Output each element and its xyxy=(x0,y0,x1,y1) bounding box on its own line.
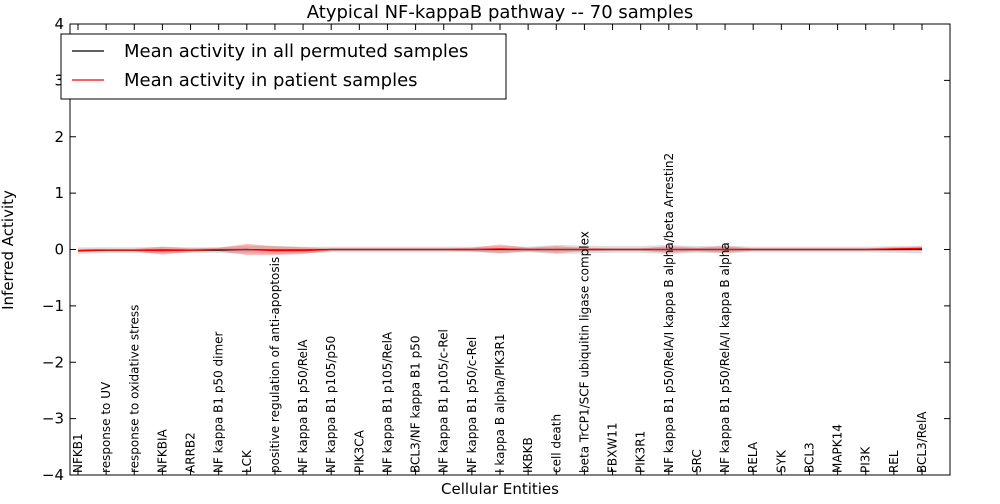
y-tick-label-6: 2 xyxy=(54,128,64,146)
y-axis-label: Inferred Activity xyxy=(0,190,17,310)
x-tick-label-22: SRC xyxy=(690,449,704,473)
x-axis-label: Cellular Entities xyxy=(441,480,559,498)
legend-box xyxy=(60,33,507,100)
plot-frame xyxy=(69,23,951,476)
y-tick-label-0: −4 xyxy=(42,466,64,484)
x-tick-label-20: PIK3R1 xyxy=(634,431,648,473)
x-tick-label-21: NF kappa B1 p50/RelA/I kappa B alpha/bet… xyxy=(662,153,676,473)
x-tick-label-13: NF kappa B1 p105/c-Rel xyxy=(437,329,451,473)
x-tick-label-26: BCL3 xyxy=(803,442,817,473)
line-series-1 xyxy=(77,247,923,252)
x-tick-label-10: PIK3CA xyxy=(352,429,366,473)
y-tick-labels: −4 −3 −2 −1 0 1 2 3 4 xyxy=(42,15,64,484)
x-tick-label-5: NF kappa B1 p50 dimer xyxy=(212,331,226,473)
y-tick-label-2: −2 xyxy=(42,353,64,371)
x-tick-label-4: ARRB2 xyxy=(184,432,198,473)
x-tick-label-16: IKBKB xyxy=(521,437,535,473)
y-tick-label-4: 0 xyxy=(54,241,64,259)
x-tick-label-1: response to UV xyxy=(99,381,113,473)
x-tick-label-19: FBXW11 xyxy=(606,422,620,473)
x-tick-label-24: RELA xyxy=(746,441,760,473)
lines-layer xyxy=(77,247,923,252)
legend-label-patient: Mean activity in patient samples xyxy=(124,70,418,91)
x-tick-label-29: REL xyxy=(887,450,901,473)
x-tick-label-9: NF kappa B1 p105/p50 xyxy=(324,336,338,473)
x-tick-label-23: NF kappa B1 p50/RelA/I kappa B alpha xyxy=(718,242,732,473)
x-tick-label-7: positive regulation of anti-apoptosis xyxy=(268,257,282,473)
y-tick-label-8: 4 xyxy=(54,15,64,33)
x-tick-label-11: NF kappa B1 p105/RelA xyxy=(381,331,395,473)
chart-title: Atypical NF-kappaB pathway -- 70 samples xyxy=(307,2,693,23)
x-tick-label-0: NFKB1 xyxy=(71,433,85,473)
x-tick-label-12: BCL3/NF kappa B1 p50 xyxy=(409,335,423,473)
x-tick-label-30: BCL3/RelA xyxy=(915,411,929,473)
x-tick-label-27: MAPK14 xyxy=(831,424,845,473)
x-tick-label-6: LCK xyxy=(240,449,254,473)
x-tick-label-15: I kappa B alpha/PIK3R1 xyxy=(493,334,507,473)
x-tick-label-2: response to oxidative stress xyxy=(127,305,141,473)
y-tick-label-5: 1 xyxy=(54,184,64,202)
x-tick-label-8: NF kappa B1 p50/RelA xyxy=(296,339,310,473)
legend-label-permuted: Mean activity in all permuted samples xyxy=(124,41,468,62)
y-tick-label-3: −1 xyxy=(42,297,64,315)
x-tick-labels: NFKB1 response to UV response to oxidative… xyxy=(71,153,929,473)
x-tick-label-25: SYK xyxy=(774,449,788,473)
y-tick-label-7: 3 xyxy=(54,71,64,89)
legend: Mean activity in all permuted samples Me… xyxy=(60,33,507,100)
x-tick-label-17: cell death xyxy=(549,414,563,473)
y-tick-label-1: −3 xyxy=(42,410,64,428)
x-tick-label-28: PI3K xyxy=(859,446,873,473)
x-tick-label-18: beta TrCP1/SCF ubiquitin ligase complex xyxy=(577,231,591,473)
x-tick-label-3: NFKBIA xyxy=(155,428,169,473)
x-tick-label-14: NF kappa B1 p50/c-Rel xyxy=(465,337,479,473)
